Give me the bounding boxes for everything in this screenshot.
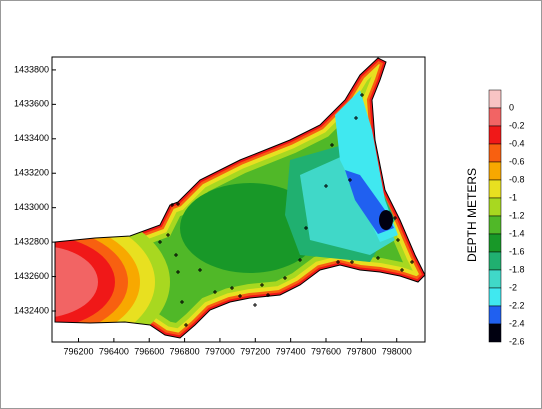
sample-point [360,93,364,97]
colorbar-tick-label: -0.2 [509,120,525,130]
sample-point [198,268,202,272]
colorbar-tick-label: 0 [509,102,514,112]
sample-point [410,260,414,264]
sample-point [180,300,184,304]
contour-region [180,183,320,273]
sample-point [170,203,174,207]
x-tick-label: 797600 [311,346,341,356]
colorbar-tick-label: -2.4 [509,318,525,328]
colorbar-tick-label: -2.6 [509,336,525,346]
sample-point [354,116,358,120]
colorbar-swatch [488,161,502,181]
contour-region [55,246,98,318]
sample-point [350,260,354,264]
plot-area [51,56,426,343]
colorbar-tick-label: -1.2 [509,210,525,220]
y-tick-label: 1433600 [14,99,49,109]
y-tick-label: 1433000 [14,202,49,212]
x-tick-label: 798000 [382,346,412,356]
colorbar-swatch [488,287,502,307]
colorbar-tick-label: -1.4 [509,228,525,238]
sample-point [238,294,242,298]
colorbar-swatch [488,323,502,343]
y-tick-label: 1433400 [14,133,49,143]
y-tick-label: 1432600 [14,271,49,281]
sample-point [266,293,270,297]
sample-point [253,303,257,307]
y-tick-label: 1433800 [14,64,49,74]
sample-point [260,283,264,287]
colorbar-swatch [488,125,502,145]
sample-point [396,238,400,242]
colorbar-swatch [488,89,502,109]
colorbar-swatch [488,215,502,235]
y-tick-label: 1433200 [14,168,49,178]
x-tick-label: 797400 [276,346,306,356]
sample-point [376,256,380,260]
lake-outline [54,57,426,339]
colorbar-swatch [488,143,502,163]
sample-point [304,226,308,230]
x-tick-label: 797800 [346,346,376,356]
colorbar-tick-label: -1.6 [509,246,525,256]
sample-point [230,286,234,290]
sample-point [176,270,180,274]
x-tick-label: 797200 [240,346,270,356]
y-tick-label: 1432800 [14,236,49,246]
colorbar-swatch [488,251,502,271]
contour-region [335,90,398,242]
sample-point [400,268,404,272]
colorbar-label: DEPTH METERS [465,168,479,262]
sample-point [158,240,162,244]
contour-region [379,210,393,230]
x-tick-label: 796400 [99,346,129,356]
sample-point [298,258,302,262]
sample-point [184,323,188,327]
sample-point [283,276,287,280]
contour-region [300,155,395,255]
x-tick-label: 796600 [134,346,164,356]
colorbar-swatch [488,197,502,217]
sample-point [348,178,352,182]
sample-point [330,143,334,147]
sample-point [166,233,170,237]
colorbar-tick-label: -2.2 [509,300,525,310]
sample-point [393,216,397,220]
colorbar-tick-label: -0.8 [509,174,525,184]
colorbar-swatch [488,233,502,253]
colorbar-tick-label: -2 [509,282,517,292]
x-tick-label: 796800 [170,346,200,356]
x-tick-label: 797000 [205,346,235,356]
colorbar-tick-label: -1 [509,192,517,202]
sample-point [336,260,340,264]
sample-point [176,202,180,206]
colorbar-swatch [488,305,502,325]
x-tick-label: 796200 [63,346,93,356]
sample-point [324,184,328,188]
sample-point [174,253,178,257]
colorbar-swatch [488,179,502,199]
colorbar-tick-label: -1.8 [509,264,525,274]
y-tick-label: 1432400 [14,305,49,315]
colorbar-swatch [488,269,502,289]
colorbar-tick-label: -0.6 [509,156,525,166]
colorbar-tick-label: -0.4 [509,138,525,148]
sample-point [213,290,217,294]
colorbar-swatch [488,107,502,127]
